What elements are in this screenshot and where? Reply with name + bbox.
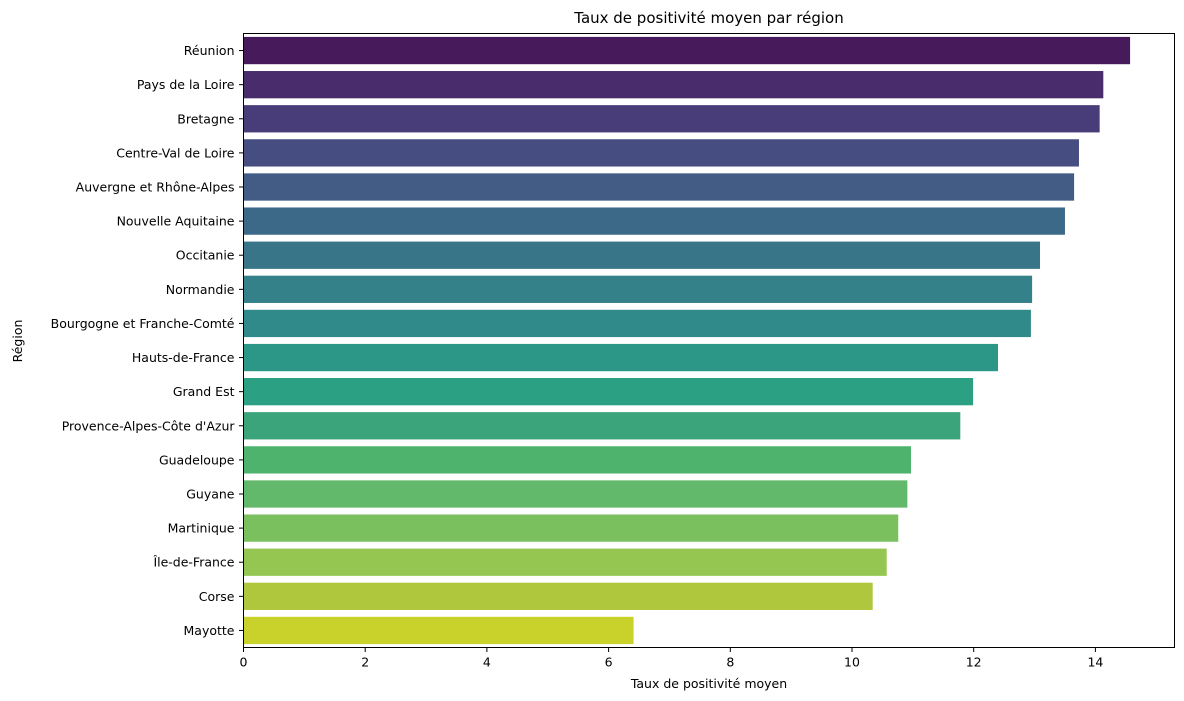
bar-4 xyxy=(243,173,1075,201)
bar-1 xyxy=(243,71,1104,99)
bar-6 xyxy=(243,241,1041,269)
y-tick-label: Île-de-France xyxy=(152,555,234,570)
y-axis: Réunion Pays de la Loire Bretagne Centre-Va… xyxy=(51,43,244,638)
x-tick-label: 8 xyxy=(726,655,734,670)
y-tick-label: Normandie xyxy=(166,282,235,297)
y-tick-label: Mayotte xyxy=(184,623,235,638)
y-tick-label: Guadeloupe xyxy=(159,452,235,467)
bar-5 xyxy=(243,207,1065,235)
bar-0 xyxy=(243,36,1131,65)
bar-17 xyxy=(243,616,634,645)
y-tick-label: Martinique xyxy=(168,521,235,536)
bar-13 xyxy=(243,480,908,508)
x-tick-label: 0 xyxy=(240,655,248,670)
bar-14 xyxy=(243,514,899,542)
bar-10 xyxy=(243,378,974,406)
y-axis-title: Région xyxy=(10,320,25,363)
y-tick-label: Pays de la Loire xyxy=(137,77,235,92)
y-tick-label: Bretagne xyxy=(177,111,235,126)
bars-group xyxy=(243,36,1131,645)
y-tick-label: Provence-Alpes-Côte d'Azur xyxy=(62,418,236,433)
x-tick-label: 14 xyxy=(1087,655,1103,670)
y-tick-label: Auvergne et Rhône-Alpes xyxy=(76,180,235,195)
x-tick-label: 4 xyxy=(483,655,491,670)
x-tick-label: 2 xyxy=(361,655,369,670)
bar-12 xyxy=(243,446,912,474)
chart-title: Taux de positivité moyen par région xyxy=(573,9,843,27)
y-tick-label: Grand Est xyxy=(173,384,235,399)
y-tick-label: Guyane xyxy=(186,487,235,502)
y-tick-label: Hauts-de-France xyxy=(132,350,235,365)
x-axis: 0 2 4 6 8 10 12 14 xyxy=(240,647,1103,670)
y-tick-label: Bourgogne et Franche-Comté xyxy=(51,316,235,331)
y-tick-label: Corse xyxy=(199,589,235,604)
x-tick-label: 10 xyxy=(844,655,860,670)
bar-7 xyxy=(243,275,1033,303)
x-tick-label: 6 xyxy=(605,655,613,670)
y-tick-label: Nouvelle Aquitaine xyxy=(117,214,235,229)
x-tick-label: 12 xyxy=(966,655,982,670)
bar-3 xyxy=(243,139,1079,167)
bar-8 xyxy=(243,309,1031,338)
bar-11 xyxy=(243,412,961,440)
bar-2 xyxy=(243,105,1100,133)
y-tick-label: Occitanie xyxy=(176,248,235,263)
y-tick-label: Réunion xyxy=(184,43,235,58)
x-axis-title: Taux de positivité moyen xyxy=(630,676,787,691)
bar-9 xyxy=(243,343,999,372)
plot-frame xyxy=(243,33,1175,648)
y-tick-label: Centre-Val de Loire xyxy=(116,145,235,160)
bar-16 xyxy=(243,582,873,610)
bar-15 xyxy=(243,548,887,576)
